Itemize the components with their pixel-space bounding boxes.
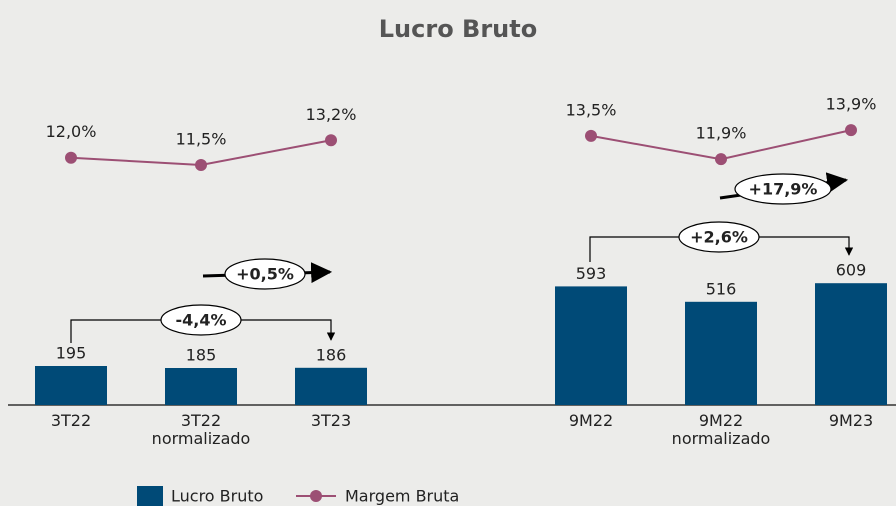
bar — [555, 286, 627, 405]
data-label: 11,9% — [696, 124, 747, 143]
bar — [815, 283, 887, 405]
bar — [35, 366, 107, 405]
annotation-bubble — [160, 304, 242, 336]
line-point — [195, 159, 207, 171]
legend-label: Lucro Bruto — [171, 487, 263, 506]
data-label: 186 — [316, 345, 347, 364]
data-label: 593 — [576, 264, 607, 283]
data-label: 13,5% — [566, 100, 617, 119]
data-label: 516 — [706, 279, 737, 298]
legend-swatch — [137, 486, 163, 506]
bar — [295, 367, 367, 405]
x-tick-label: 9M22 — [568, 411, 614, 430]
data-label: 13,2% — [306, 105, 357, 124]
x-tick-label: 9M22 normalizado — [671, 411, 771, 448]
legend-label: Margem Bruta — [345, 487, 459, 506]
bar — [685, 301, 757, 405]
x-tick-label: 3T23 — [310, 411, 352, 430]
line-point — [845, 124, 857, 137]
annotation: +0,5% — [236, 265, 294, 284]
line-point — [65, 151, 77, 164]
annotation: +2,6% — [690, 228, 748, 247]
data-label: 12,0% — [46, 122, 97, 141]
legend-swatch — [310, 490, 322, 502]
bar — [165, 368, 237, 405]
annotation: +17,9% — [749, 180, 818, 199]
chart-title: Lucro Bruto — [379, 15, 537, 43]
data-label: 195 — [56, 344, 87, 363]
annotation-bubble — [224, 258, 306, 290]
annotation: -4,4% — [175, 311, 226, 330]
line-point — [325, 134, 337, 147]
x-tick-label: 3T22 — [50, 411, 92, 430]
data-label: 11,5% — [176, 130, 227, 149]
annotation-bubble — [678, 221, 760, 253]
x-tick-label: 9M23 — [828, 411, 874, 430]
line-point — [715, 153, 727, 166]
data-label: 13,9% — [826, 95, 877, 114]
data-label: 185 — [186, 346, 217, 365]
data-label: 609 — [836, 261, 867, 280]
line-point — [585, 129, 597, 142]
x-tick-label: 3T22 normalizado — [151, 411, 251, 448]
annotation-bubble — [734, 173, 832, 205]
